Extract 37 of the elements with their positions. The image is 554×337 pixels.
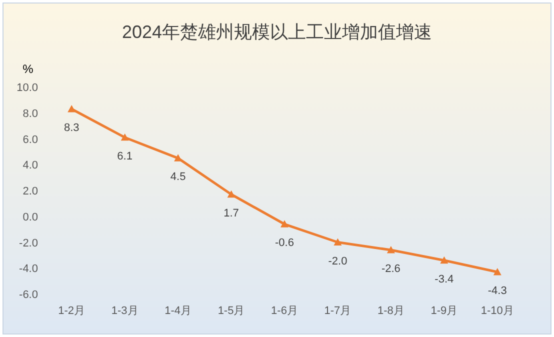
point bbox=[68, 104, 76, 112]
point bbox=[227, 190, 236, 198]
x-tick-label: 1-5月 bbox=[218, 305, 245, 317]
point bbox=[334, 238, 342, 246]
x-tick-label: 1-7月 bbox=[324, 305, 352, 317]
x-tick-label: 1-9月 bbox=[430, 305, 458, 317]
y-tick-label: -6.0 bbox=[19, 289, 38, 301]
x-tick-label: 1-6月 bbox=[271, 305, 298, 317]
y-tick-label: 8.0 bbox=[22, 108, 38, 120]
data-label: 8.3 bbox=[64, 122, 80, 134]
point bbox=[440, 256, 448, 264]
y-axis-title: % bbox=[22, 62, 34, 76]
y-tick-label: 10.0 bbox=[16, 82, 38, 94]
data-label: -3.4 bbox=[434, 273, 454, 286]
x-tick-label: 1-3月 bbox=[111, 305, 138, 317]
data-label: 1.7 bbox=[224, 207, 239, 220]
x-tick-label: 1-4月 bbox=[164, 305, 192, 317]
y-tick-label: 6.0 bbox=[22, 134, 38, 146]
point bbox=[120, 133, 129, 141]
y-tick-label: -4.0 bbox=[19, 263, 38, 276]
data-label: -2.0 bbox=[328, 255, 348, 268]
x-tick-label: 1-10月 bbox=[480, 305, 514, 317]
x-tick-label: 1-2月 bbox=[58, 305, 86, 317]
x-tick-label: 1-8月 bbox=[377, 305, 404, 317]
data-label: -4.3 bbox=[488, 285, 507, 298]
y-tick-label: -2.0 bbox=[19, 237, 38, 250]
y-tick-label: 2.0 bbox=[22, 186, 38, 198]
data-label: 4.5 bbox=[170, 171, 186, 184]
point bbox=[386, 246, 395, 254]
data-label: -2.6 bbox=[381, 263, 400, 276]
data-label: -0.6 bbox=[275, 237, 294, 250]
data-label: 6.1 bbox=[117, 150, 132, 162]
chart-title: 2024年楚雄州规模以上工业增加值增速 bbox=[122, 22, 432, 42]
point bbox=[280, 220, 288, 228]
point bbox=[493, 268, 502, 276]
y-tick-label: 4.0 bbox=[22, 160, 38, 172]
y-tick-label: 0.0 bbox=[22, 211, 38, 224]
